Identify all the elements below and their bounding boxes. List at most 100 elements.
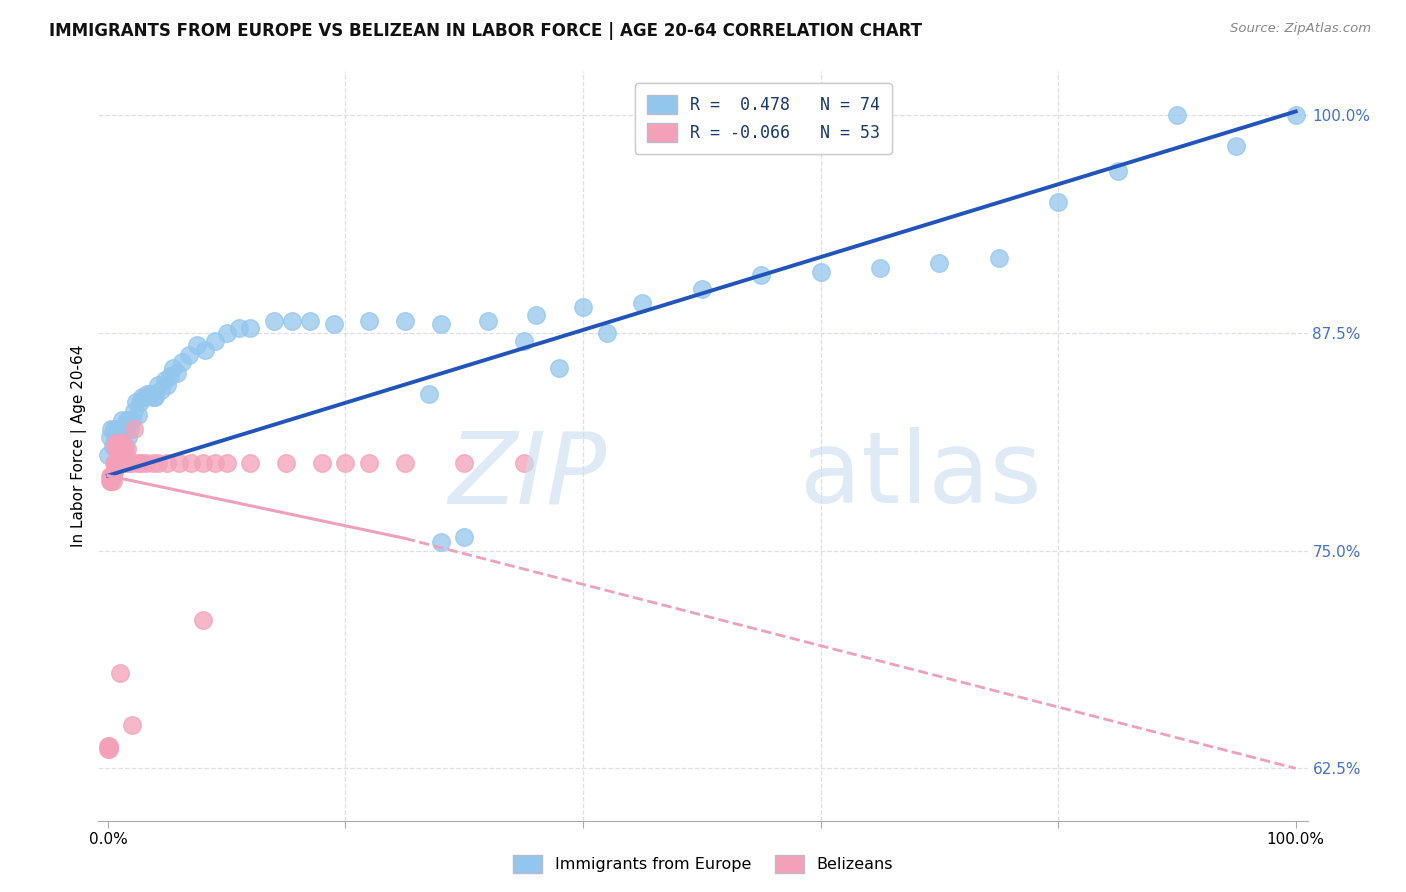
- Point: [101, 439, 124, 453]
- Point: [429, 317, 451, 331]
- Point: [146, 378, 169, 392]
- Point: [114, 457, 136, 471]
- Point: [150, 383, 173, 397]
- Point: [98, 468, 121, 483]
- Point: [108, 665, 131, 680]
- Point: [111, 435, 134, 450]
- Point: [159, 369, 181, 384]
- Point: [104, 430, 127, 444]
- Point: [418, 386, 440, 401]
- Point: [120, 421, 142, 435]
- Point: [167, 457, 190, 471]
- Point: [524, 308, 547, 322]
- Point: [166, 366, 188, 380]
- Point: [112, 421, 135, 435]
- Point: [204, 334, 226, 349]
- Point: [101, 468, 124, 483]
- Point: [105, 439, 128, 453]
- Point: [104, 439, 127, 453]
- Point: [335, 457, 357, 471]
- Point: [105, 435, 128, 450]
- Point: [1047, 195, 1070, 210]
- Point: [98, 474, 121, 488]
- Point: [359, 457, 381, 471]
- Point: [281, 313, 304, 327]
- Point: [121, 718, 143, 732]
- Point: [111, 413, 134, 427]
- Point: [429, 534, 451, 549]
- Point: [274, 457, 297, 471]
- Point: [110, 435, 132, 450]
- Point: [127, 457, 149, 471]
- Point: [108, 439, 131, 453]
- Point: [104, 457, 127, 471]
- Point: [1285, 108, 1308, 122]
- Point: [129, 457, 152, 471]
- Point: [98, 742, 121, 756]
- Point: [810, 265, 832, 279]
- Point: [127, 408, 149, 422]
- Point: [105, 442, 128, 457]
- Point: [112, 442, 135, 457]
- Point: [101, 474, 124, 488]
- Point: [146, 457, 169, 471]
- Point: [117, 430, 139, 444]
- Point: [122, 421, 145, 435]
- Point: [1225, 139, 1247, 153]
- Point: [107, 448, 129, 462]
- Point: [191, 613, 214, 627]
- Point: [97, 742, 120, 756]
- Point: [98, 430, 121, 444]
- Point: [118, 413, 141, 427]
- Point: [548, 360, 571, 375]
- Point: [100, 421, 122, 435]
- Point: [107, 435, 129, 450]
- Point: [142, 457, 165, 471]
- Point: [1107, 163, 1129, 178]
- Point: [170, 355, 193, 369]
- Point: [131, 390, 153, 404]
- Point: [263, 313, 285, 327]
- Point: [987, 251, 1010, 265]
- Point: [359, 313, 381, 327]
- Point: [115, 413, 138, 427]
- Point: [749, 268, 772, 283]
- Point: [108, 435, 131, 450]
- Point: [107, 457, 129, 471]
- Legend: R =  0.478   N = 74, R = -0.066   N = 53: R = 0.478 N = 74, R = -0.066 N = 53: [636, 84, 891, 153]
- Point: [204, 457, 226, 471]
- Point: [186, 338, 208, 352]
- Point: [121, 413, 143, 427]
- Point: [107, 430, 129, 444]
- Point: [114, 439, 136, 453]
- Point: [394, 313, 416, 327]
- Point: [122, 404, 145, 418]
- Point: [103, 421, 125, 435]
- Point: [322, 317, 344, 331]
- Legend: Immigrants from Europe, Belizeans: Immigrants from Europe, Belizeans: [506, 848, 900, 880]
- Y-axis label: In Labor Force | Age 20-64: In Labor Force | Age 20-64: [72, 345, 87, 547]
- Point: [103, 457, 125, 471]
- Point: [135, 457, 157, 471]
- Point: [631, 296, 654, 310]
- Text: IMMIGRANTS FROM EUROPE VS BELIZEAN IN LABOR FORCE | AGE 20-64 CORRELATION CHART: IMMIGRANTS FROM EUROPE VS BELIZEAN IN LA…: [49, 22, 922, 40]
- Point: [928, 256, 950, 270]
- Point: [156, 457, 179, 471]
- Point: [118, 457, 141, 471]
- Point: [134, 390, 156, 404]
- Text: ZIP: ZIP: [449, 427, 606, 524]
- Point: [1166, 108, 1188, 122]
- Point: [394, 457, 416, 471]
- Point: [215, 326, 238, 340]
- Point: [215, 457, 238, 471]
- Point: [100, 468, 122, 483]
- Point: [228, 320, 250, 334]
- Point: [145, 390, 167, 404]
- Point: [115, 442, 138, 457]
- Point: [114, 448, 136, 462]
- Point: [298, 313, 321, 327]
- Point: [110, 430, 132, 444]
- Point: [108, 442, 131, 457]
- Point: [98, 739, 121, 753]
- Point: [869, 261, 891, 276]
